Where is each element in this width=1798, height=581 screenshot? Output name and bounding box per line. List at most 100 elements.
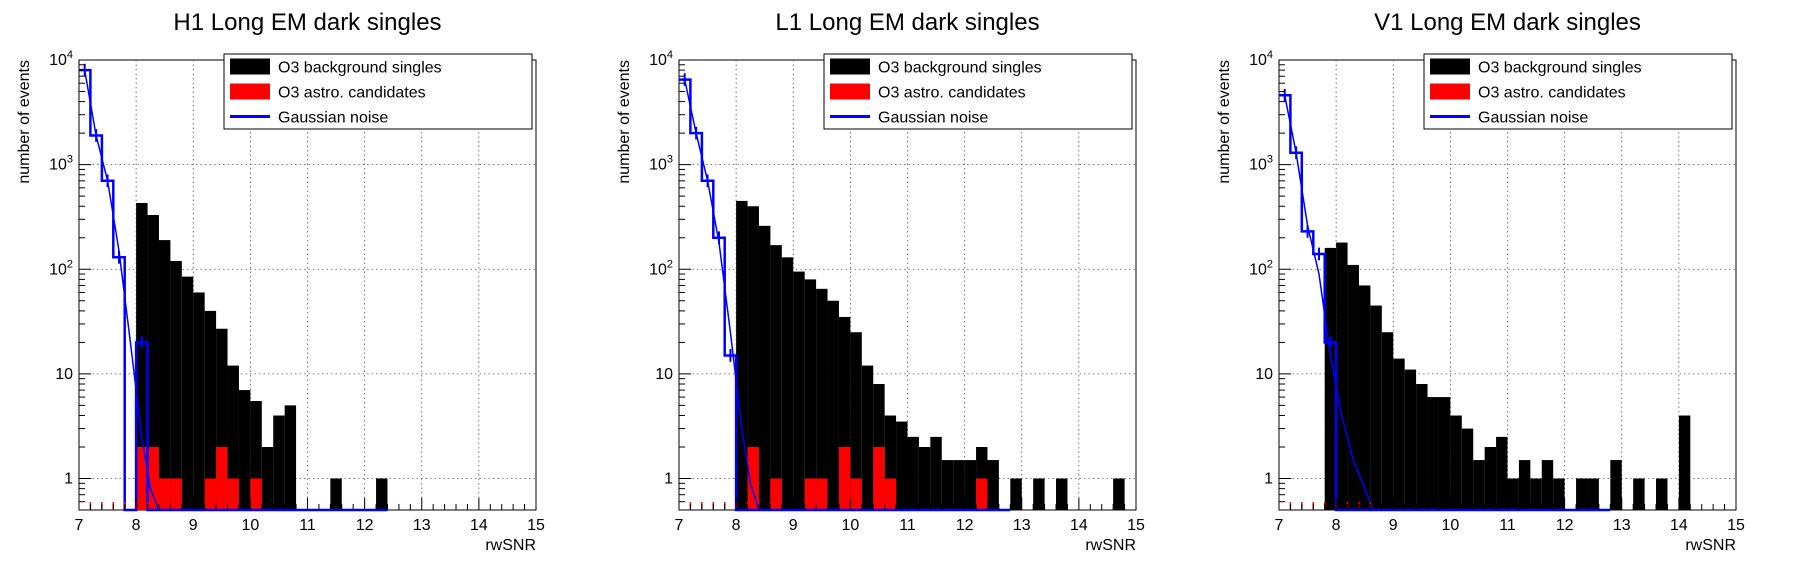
histogram-bar: [1450, 415, 1462, 510]
y-axis-label: number of events: [616, 60, 633, 184]
histogram-bar: [216, 328, 228, 510]
histogram-bar: [987, 460, 999, 510]
x-tick-label: 12: [956, 517, 974, 534]
histogram-bar: [1541, 460, 1554, 510]
histogram-bar: [250, 401, 262, 510]
histogram-bar: [816, 288, 828, 510]
series-o3-background-singles: [736, 200, 1125, 511]
x-tick-label: 9: [1389, 517, 1398, 534]
histogram-bar: [941, 460, 954, 510]
series-o3-astro-candidates: [747, 447, 988, 510]
y-axis-label: number of events: [1216, 60, 1233, 184]
histogram-bar: [1484, 447, 1497, 510]
histogram-bar: [147, 447, 159, 510]
y-axis: 1 10 102 103 104 number of events: [1216, 49, 1291, 511]
histogram-bar: [158, 240, 171, 511]
x-tick-label: 9: [189, 517, 198, 534]
histogram-bar: [204, 478, 217, 510]
histogram-bar: [884, 478, 897, 510]
histogram-bar: [850, 332, 862, 510]
legend-box: [823, 53, 1133, 130]
histogram-bar: [1404, 369, 1417, 510]
x-axis-label: rwSNR: [485, 537, 536, 554]
y-tick-label: 10: [55, 366, 73, 383]
histogram-bar: [1633, 478, 1645, 510]
histogram-bar: [273, 415, 285, 510]
histogram-bar: [136, 202, 148, 511]
histogram-bar: [770, 478, 782, 510]
histogram-bar: [1113, 478, 1125, 510]
y-tick-label: 103: [1249, 154, 1273, 174]
x-tick-label: 15: [1127, 517, 1145, 534]
histogram-bar: [873, 447, 885, 510]
legend-label: O3 background singles: [1478, 60, 1642, 77]
y-tick-label: 1: [64, 471, 73, 488]
y-tick-label: 10: [655, 366, 673, 383]
histogram-bar: [838, 447, 851, 510]
x-axis: 7 8 9 10 11 12 13 14 15 rwSNR: [75, 498, 545, 554]
legend-item: Gaussian noise: [230, 110, 388, 127]
histogram-bar: [1507, 478, 1519, 510]
x-tick-label: 12: [356, 517, 374, 534]
y-tick-label: 104: [649, 49, 673, 69]
y-tick-label: 102: [49, 258, 73, 278]
legend-label: O3 astro. candidates: [1478, 85, 1626, 102]
y-tick-label: 104: [1249, 49, 1273, 69]
x-axis: 7 8 9 10 11 12 13 14 15 rwSNR: [675, 498, 1145, 554]
y-tick-label: 10: [1255, 366, 1273, 383]
histogram-bar: [736, 200, 748, 510]
x-tick-label: 14: [1670, 517, 1688, 534]
histogram-bar: [216, 447, 228, 510]
legend-label: Gaussian noise: [1478, 110, 1588, 127]
legend-item: Gaussian noise: [830, 110, 988, 127]
histogram-bar: [747, 206, 759, 510]
histogram-bar: [1336, 242, 1348, 510]
legend-item: Gaussian noise: [1430, 110, 1588, 127]
histogram-bar: [1576, 478, 1588, 510]
x-tick-label: 7: [675, 517, 684, 534]
legend: O3 background singles O3 astro. candidate…: [1423, 53, 1733, 130]
histogram-bar: [896, 421, 908, 510]
x-tick-label: 13: [413, 517, 431, 534]
x-tick-label: 13: [1613, 517, 1631, 534]
chart-panel-3: 7 8 9 10 11 12 13 14 15 rwSNR 1 10 102 103 104 number o…: [1216, 9, 1745, 554]
histogram-bar: [1461, 428, 1474, 510]
histogram-bar: [816, 478, 828, 510]
histogram-bar: [1347, 264, 1359, 510]
y-tick-label: 102: [649, 258, 673, 278]
legend-item: O3 astro. candidates: [230, 83, 426, 102]
histogram-bar: [376, 478, 388, 510]
histogram-bar: [1438, 397, 1451, 510]
histogram-bar: [1370, 305, 1382, 510]
series-o3-background-singles: [136, 202, 388, 511]
histogram-bar: [193, 292, 205, 510]
series-gaussian-noise: [1279, 88, 1611, 512]
legend-swatch: [230, 83, 270, 100]
histogram-bar: [770, 245, 782, 510]
legend-swatch: [230, 58, 270, 75]
legend-item: O3 background singles: [1430, 58, 1642, 77]
histogram-bar: [850, 478, 862, 510]
legend-swatch: [1430, 58, 1470, 75]
legend-label: O3 background singles: [278, 60, 442, 77]
legend-label: O3 background singles: [878, 60, 1042, 77]
gaussian-curve: [683, 79, 760, 511]
y-tick-label: 103: [49, 154, 73, 174]
legend-swatch: [830, 58, 870, 75]
x-tick-label: 11: [899, 517, 916, 534]
legend-label: Gaussian noise: [278, 110, 388, 127]
x-tick-label: 11: [1499, 517, 1516, 534]
x-tick-label: 8: [732, 517, 741, 534]
x-tick-label: 14: [470, 517, 488, 534]
y-tick-label: 1: [1264, 471, 1273, 488]
x-tick-label: 7: [75, 517, 84, 534]
histogram-bar: [964, 460, 977, 510]
histogram-bar: [827, 300, 839, 510]
histogram-bar: [181, 276, 194, 510]
histogram-bar: [261, 447, 274, 510]
y-tick-label: 103: [649, 154, 673, 174]
legend-item: O3 astro. candidates: [1430, 83, 1626, 102]
x-tick-label: 15: [1727, 517, 1745, 534]
x-tick-label: 7: [1275, 517, 1284, 534]
